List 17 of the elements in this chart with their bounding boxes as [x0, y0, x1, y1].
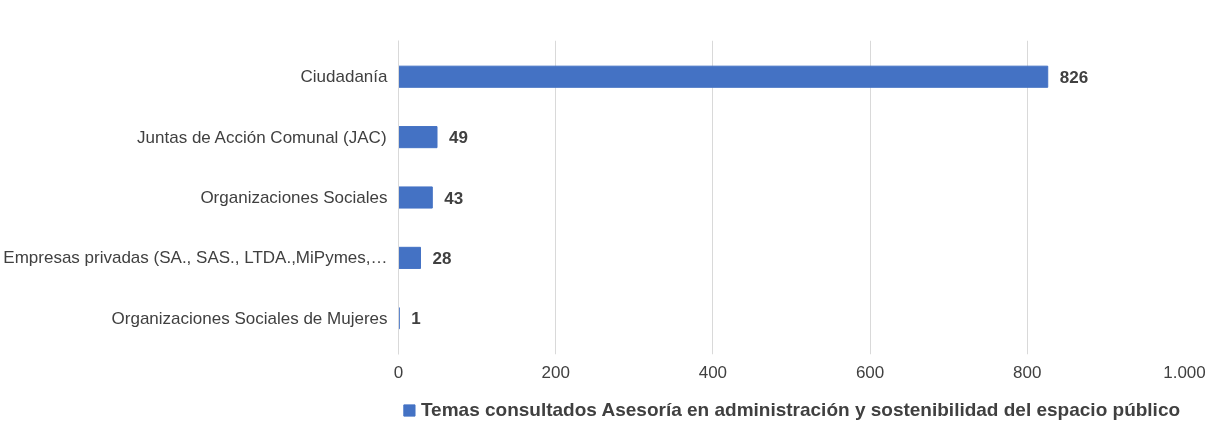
x-tick-label: 0: [393, 362, 404, 382]
x-tick-label: 600: [855, 362, 885, 382]
y-tick-label: Empresas privadas (SA., SAS., LTDA.,MiPymes,…: [3, 248, 388, 268]
y-tick-label: Juntas de Acción Comunal (JAC): [137, 127, 387, 147]
x-tick-label: 1.000: [1163, 362, 1206, 382]
legend-label: Temas consultados Asesoría en administración y sostenibilidad del espacio público: [420, 399, 1181, 421]
data-label: 49: [449, 128, 468, 148]
y-tick-label: Organizaciones Sociales de Mujeres: [111, 308, 388, 328]
data-label: 28: [432, 248, 452, 268]
x-tick-label: 800: [1013, 362, 1042, 382]
y-tick-label: Organizaciones Sociales: [200, 188, 388, 207]
x-tick-label: 200: [541, 362, 570, 382]
data-label: 826: [1059, 67, 1089, 87]
y-tick-label: Ciudadanía: [300, 67, 389, 87]
data-label: 43: [444, 188, 464, 208]
x-tick-label: 400: [698, 362, 728, 382]
data-label: 1: [411, 309, 421, 329]
